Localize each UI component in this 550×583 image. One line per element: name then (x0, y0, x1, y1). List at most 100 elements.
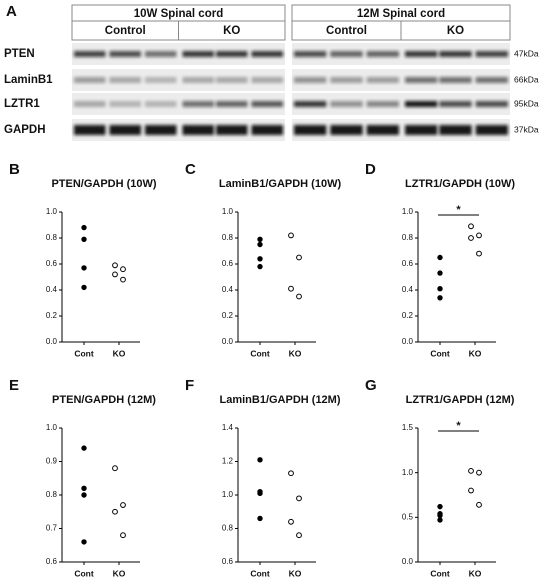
panel-letter: F (185, 377, 194, 394)
band (74, 51, 106, 57)
band (109, 77, 141, 83)
band (145, 125, 177, 135)
blot-strip (72, 43, 285, 65)
blot-strip (72, 119, 285, 141)
blot-strip (292, 43, 510, 65)
band (74, 77, 106, 83)
band (439, 51, 472, 57)
panel-letter: D (365, 161, 376, 178)
band (366, 77, 399, 83)
band (330, 77, 363, 83)
band (294, 101, 327, 107)
data-point (296, 495, 302, 502)
condition-label: KO (223, 25, 240, 37)
y-tick-label: 0.2 (222, 311, 234, 320)
protein-label: LaminB1 (4, 74, 53, 86)
band (251, 77, 283, 83)
y-tick-label: 0.4 (46, 285, 58, 294)
data-point (81, 236, 87, 243)
band (216, 51, 248, 57)
data-point (288, 518, 294, 525)
data-point (288, 232, 294, 239)
data-point (476, 232, 482, 239)
band (405, 125, 438, 135)
band (216, 77, 248, 83)
x-tick-label: Cont (430, 568, 450, 578)
y-tick-label: 0.6 (222, 259, 234, 268)
condition-label: Control (105, 25, 146, 37)
x-tick-label: KO (469, 568, 482, 578)
y-tick-label: 0.8 (46, 490, 58, 499)
data-point (81, 224, 87, 231)
y-tick-label: 0.0 (46, 337, 58, 346)
size-label: 47kDa (514, 48, 539, 58)
data-point (437, 512, 443, 519)
panel-letter: E (9, 377, 19, 394)
group-label: 10W Spinal cord (134, 8, 223, 20)
data-point (437, 503, 443, 510)
band (182, 77, 214, 83)
data-point (437, 270, 443, 276)
data-point (437, 295, 443, 301)
y-tick-label: 0.4 (402, 285, 414, 294)
band (74, 125, 106, 135)
band (74, 101, 106, 107)
y-tick-label: 1.0 (222, 490, 234, 499)
data-point (81, 265, 87, 271)
band (475, 125, 508, 135)
band (330, 51, 363, 57)
condition-label: Control (326, 25, 367, 37)
chart-title: PTEN/GAPDH (10W) (51, 178, 156, 190)
protein-label: LZTR1 (4, 98, 40, 110)
band (182, 125, 214, 135)
data-point (468, 235, 474, 241)
y-tick-label: 0.6 (46, 557, 58, 566)
y-tick-label: 0.5 (402, 512, 414, 521)
y-tick-label: 0.6 (402, 259, 414, 268)
band (475, 51, 508, 57)
y-tick-label: 0.8 (222, 233, 234, 242)
chart-title: LaminB1/GAPDH (12M) (219, 394, 340, 406)
chart-title: LZTR1/GAPDH (12M) (406, 394, 515, 406)
condition-box (400, 20, 511, 41)
data-point (120, 266, 126, 273)
band (294, 77, 327, 83)
band (405, 77, 438, 83)
x-tick-label: KO (289, 348, 302, 358)
band (439, 101, 472, 107)
data-point (257, 263, 263, 270)
y-tick-label: 1.0 (402, 207, 414, 216)
data-point (468, 467, 474, 474)
blot-strip (292, 69, 510, 91)
chart-title: PTEN/GAPDH (12M) (52, 394, 156, 406)
band (145, 101, 177, 107)
data-point (120, 276, 126, 283)
data-point (468, 223, 474, 230)
data-point (81, 284, 87, 291)
band (251, 51, 283, 57)
chart-title: LZTR1/GAPDH (10W) (405, 178, 515, 190)
band (182, 51, 214, 57)
data-point (81, 539, 87, 545)
data-point (296, 293, 302, 300)
panel-letter: A (6, 3, 17, 20)
significance-label: * (456, 420, 461, 432)
data-point (112, 271, 118, 278)
data-point (437, 254, 443, 261)
data-point (81, 445, 87, 451)
y-tick-label: 1.0 (46, 207, 58, 216)
y-tick-label: 0.0 (222, 337, 234, 346)
y-tick-label: 0.2 (402, 311, 414, 320)
band (405, 51, 438, 57)
y-tick-label: 0.8 (46, 233, 58, 242)
y-tick-label: 1.0 (402, 468, 414, 477)
chart-title: LaminB1/GAPDH (10W) (219, 178, 342, 190)
x-tick-label: KO (289, 568, 302, 578)
band (366, 125, 399, 135)
band (330, 101, 363, 107)
y-tick-label: 0.8 (402, 233, 414, 242)
condition-label: KO (447, 25, 464, 37)
data-point (296, 532, 302, 539)
y-tick-label: 1.0 (46, 423, 58, 432)
y-tick-label: 1.2 (222, 457, 234, 466)
